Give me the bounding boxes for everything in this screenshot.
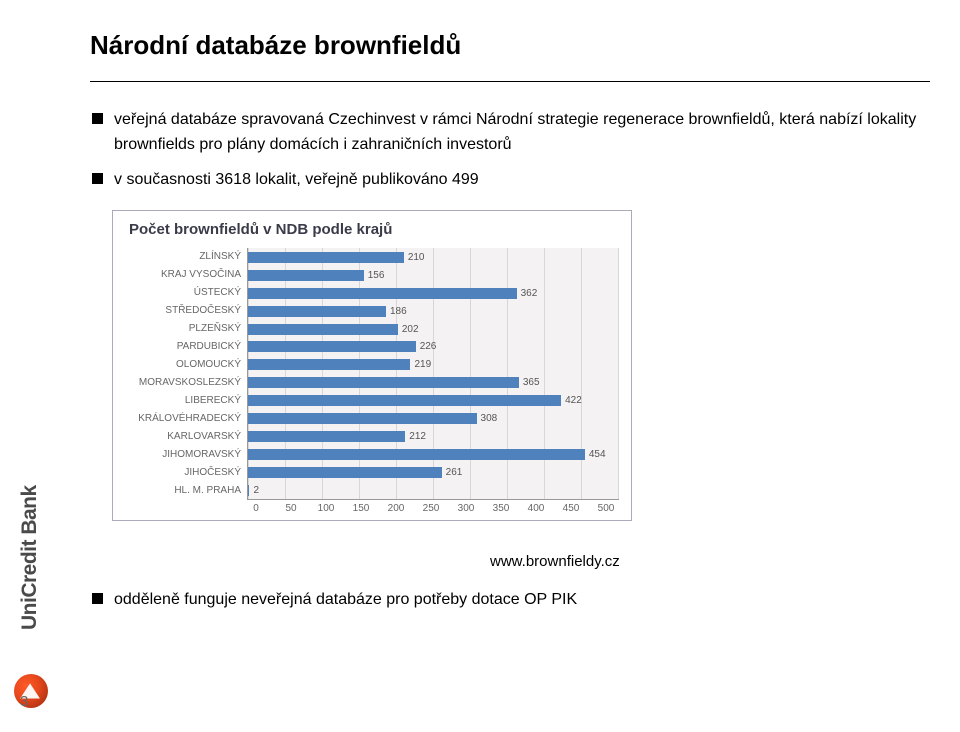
chart-bar-row: 226 — [248, 338, 619, 356]
chart-category-label: PARDUBICKÝ — [125, 338, 241, 356]
bank-logo: UniCredit Bank — [0, 392, 60, 732]
chart-bar — [248, 324, 398, 335]
bullet-list: veřejná databáze spravovaná Czechinvest … — [92, 108, 930, 192]
chart-x-tick: 500 — [597, 503, 615, 514]
chart-bar — [248, 413, 477, 424]
chart-bar-row: 156 — [248, 266, 619, 284]
chart-bar-value: 454 — [589, 449, 606, 460]
chart-category-label: LIBERECKÝ — [125, 392, 241, 410]
brand-sidebar: UniCredit Bank — [0, 0, 60, 732]
chart-bar-value: 212 — [409, 431, 426, 442]
chart-title: Počet brownfieldů v NDB podle krajů — [129, 221, 619, 238]
chart-category-label: KRÁLOVÉHRADECKÝ — [125, 410, 241, 428]
chart-bar — [248, 359, 410, 370]
chart-bar-value: 219 — [414, 359, 431, 370]
chart-bar — [248, 485, 249, 496]
chart-bar-row: 365 — [248, 374, 619, 392]
chart-bar — [248, 341, 416, 352]
logo-text: UniCredit Bank — [18, 450, 42, 630]
chart-bar-value: 362 — [521, 288, 538, 299]
chart-bar-value: 422 — [565, 395, 582, 406]
title-divider — [90, 81, 930, 82]
chart-bar-row: 422 — [248, 392, 619, 410]
chart-category-label: ZLÍNSKÝ — [125, 248, 241, 266]
chart-bar — [248, 252, 404, 263]
chart-bar-value: 2 — [253, 485, 259, 496]
chart-bar-value: 210 — [408, 252, 425, 263]
chart-bar — [248, 270, 364, 281]
page-number: 3 — [20, 693, 28, 710]
chart-category-label: JIHOČESKÝ — [125, 464, 241, 482]
chart-bar-row: 454 — [248, 446, 619, 464]
chart-container: Počet brownfieldů v NDB podle krajů ZLÍN… — [112, 210, 632, 521]
chart-bar-row: 210 — [248, 248, 619, 266]
chart-category-label: JIHOMORAVSKÝ — [125, 446, 241, 464]
chart-bar-row: 186 — [248, 302, 619, 320]
chart-category-label: OLOMOUCKÝ — [125, 356, 241, 374]
chart-category-label: HL. M. PRAHA — [125, 482, 241, 500]
page-title: Národní databáze brownfieldů — [90, 30, 930, 61]
chart-category-label: PLZEŇSKÝ — [125, 320, 241, 338]
chart-bar-value: 261 — [446, 467, 463, 478]
chart-bar — [248, 306, 386, 317]
chart-bar-value: 308 — [481, 413, 498, 424]
website-link: www.brownfieldy.cz — [490, 553, 930, 570]
bullet-list-bottom: odděleně funguje neveřejná databáze pro … — [92, 588, 930, 613]
chart-bar — [248, 377, 519, 388]
chart-bar — [248, 449, 585, 460]
bullet-item: veřejná databáze spravovaná Czechinvest … — [92, 108, 930, 158]
chart-bar-row: 362 — [248, 284, 619, 302]
chart-bar-row: 212 — [248, 428, 619, 446]
chart-bar-value: 156 — [368, 270, 385, 281]
chart-bar-row: 202 — [248, 320, 619, 338]
chart-y-labels: ZLÍNSKÝKRAJ VYSOČINAÚSTECKÝSTŘEDOČESKÝPL… — [125, 248, 247, 500]
chart-plot: 210 156 362 186 202226 219 365 422 308 212 454 261 2 — [247, 248, 619, 500]
chart-category-label: ÚSTECKÝ — [125, 284, 241, 302]
chart-x-tick: 0 — [247, 503, 265, 514]
chart-x-axis: 0 50 100 150 200 250 300 350 400 450 500 — [247, 500, 619, 514]
chart-bar-value: 202 — [402, 324, 419, 335]
chart-x-tick: 50 — [282, 503, 300, 514]
chart-bar — [248, 288, 517, 299]
chart-bar — [248, 431, 405, 442]
chart-bar-value: 186 — [390, 306, 407, 317]
bullet-item: v současnosti 3618 lokalit, veřejně publ… — [92, 168, 930, 193]
chart-category-label: KRAJ VYSOČINA — [125, 266, 241, 284]
chart-x-tick: 150 — [352, 503, 370, 514]
bullet-item: odděleně funguje neveřejná databáze pro … — [92, 588, 930, 613]
chart-bar — [248, 395, 561, 406]
chart-category-label: STŘEDOČESKÝ — [125, 302, 241, 320]
chart-x-tick: 350 — [492, 503, 510, 514]
chart-category-label: MORAVSKOSLEZSKÝ — [125, 374, 241, 392]
chart-x-tick: 200 — [387, 503, 405, 514]
chart-bar-row: 261 — [248, 463, 619, 481]
chart-bar-value: 365 — [523, 377, 540, 388]
chart-bar-row: 2 — [248, 481, 619, 499]
slide-content: Národní databáze brownfieldů veřejná dat… — [90, 30, 930, 623]
chart-bars: 210 156 362 186 202226 219 365 422 308 212 454 261 2 — [248, 248, 619, 499]
chart-x-tick: 100 — [317, 503, 335, 514]
chart-bar-value: 226 — [420, 341, 437, 352]
chart-category-label: KARLOVARSKÝ — [125, 428, 241, 446]
chart-bar-row: 308 — [248, 410, 619, 428]
chart-x-tick: 300 — [457, 503, 475, 514]
chart-bar — [248, 467, 442, 478]
chart-area: ZLÍNSKÝKRAJ VYSOČINAÚSTECKÝSTŘEDOČESKÝPL… — [125, 248, 619, 500]
chart-x-tick: 250 — [422, 503, 440, 514]
chart-x-tick: 400 — [527, 503, 545, 514]
chart-bar-row: 219 — [248, 356, 619, 374]
chart-x-tick: 450 — [562, 503, 580, 514]
